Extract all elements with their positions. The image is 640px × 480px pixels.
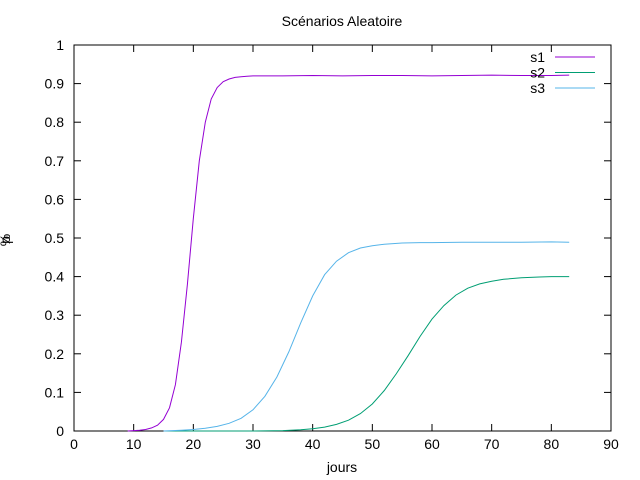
x-tick-label: 90	[603, 436, 619, 452]
series-line-s1	[127, 74, 570, 432]
y-tick-label: 0.4	[45, 269, 65, 285]
y-tick-label: 1	[56, 37, 64, 53]
y-tick-label: 0.7	[45, 153, 65, 169]
y-tick-label: 0.8	[45, 114, 65, 130]
axis-tick-labels: 0 10 20 30 40 50 60 70 80 90 0 0.1 0.2 0.3 0.4 0.5 0.6 0.…	[45, 37, 619, 452]
x-tick-label: 80	[544, 436, 560, 452]
x-tick-label: 50	[365, 436, 381, 452]
legend-label-s3: s3	[530, 80, 545, 96]
x-tick-label: 10	[126, 436, 142, 452]
y-tick-label: 0.6	[45, 191, 65, 207]
x-tick-label: 30	[245, 436, 261, 452]
x-tick-label: 70	[484, 436, 500, 452]
y-tick-label: 0.5	[45, 230, 65, 246]
series-line-s3	[163, 241, 570, 432]
y-tick-label: 0.1	[45, 384, 65, 400]
x-tick-label: 0	[70, 436, 78, 452]
y-tick-label: 0.9	[45, 76, 65, 92]
x-tick-label: 20	[186, 436, 202, 452]
x-tick-label: 40	[305, 436, 321, 452]
x-tick-label: 60	[424, 436, 440, 452]
y-tick-label: 0.3	[45, 307, 65, 323]
series-line-s2	[163, 276, 570, 432]
y-tick-label: 0	[56, 423, 64, 439]
legend-label-s1: s1	[530, 49, 545, 65]
y-axis-label-overlap: p	[0, 236, 13, 244]
plot-frame	[73, 44, 612, 432]
axis-ticks	[73, 44, 612, 432]
legend-label-s2: s2	[530, 65, 545, 81]
series-lines	[127, 74, 570, 432]
y-tick-label: 0.2	[45, 346, 65, 362]
y-axis-label: %	[0, 234, 13, 246]
x-axis-label: jours	[326, 459, 357, 475]
chart-title: Scénarios Aleatoire	[282, 13, 403, 29]
